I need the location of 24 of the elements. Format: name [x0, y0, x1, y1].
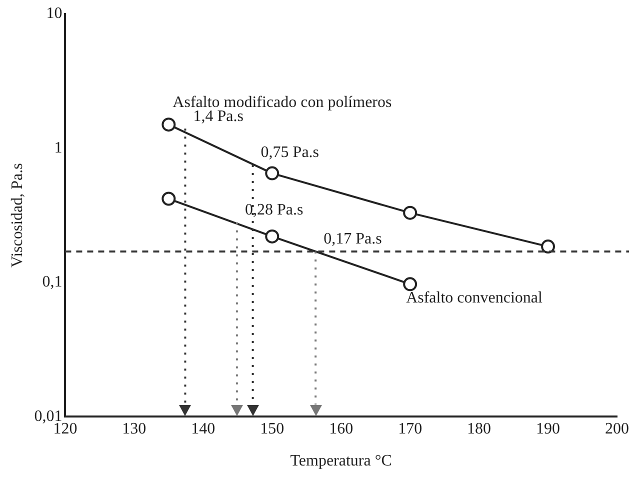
- x-tick-label: 140: [191, 420, 216, 438]
- annotation: 0,28 Pa.s: [244, 202, 304, 219]
- annotation: 0,75 Pa.s: [260, 144, 320, 162]
- x-axis-title: Temperatura °C: [290, 452, 392, 470]
- point: [265, 229, 280, 244]
- x-tick-label: 180: [467, 420, 492, 438]
- x-tick-label: 170: [398, 420, 422, 438]
- y-tick-label: 10: [46, 5, 62, 22]
- x-tick-label: 200: [605, 420, 629, 438]
- point: [541, 240, 556, 254]
- y-tick-label: 0,1: [42, 274, 62, 291]
- annotation: 0,17 Pa.s: [324, 230, 382, 248]
- x-tick-label: 190: [536, 420, 560, 438]
- point: [162, 118, 176, 132]
- x-tick-label: 160: [329, 420, 354, 438]
- point: [162, 192, 176, 206]
- x-tick-label: 150: [260, 420, 284, 438]
- y-tick-label: 1: [54, 139, 62, 156]
- y-axis-title: Viscosidad, Pa.s: [8, 163, 26, 268]
- series-label: Asfalto convencional: [406, 289, 544, 306]
- x-tick-label: 130: [122, 420, 146, 438]
- point: [403, 277, 418, 292]
- point: [403, 206, 418, 220]
- point: [265, 166, 280, 180]
